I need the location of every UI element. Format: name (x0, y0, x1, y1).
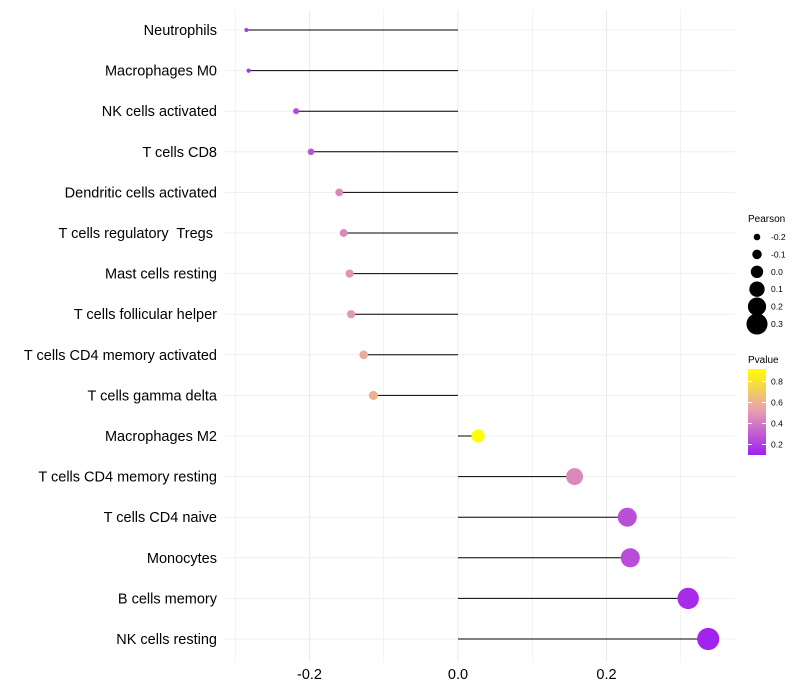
category-labels: Neutrophils Macrophages M0 NK cells activa… (24, 23, 218, 648)
category-label: T cells CD4 memory activated (24, 348, 217, 364)
size-legend-label: 0.1 (771, 284, 783, 294)
pvalue-legend-title: Pvalue (748, 355, 779, 366)
category-label: Dendritic cells activated (65, 185, 217, 201)
category-label: B cells memory (118, 591, 218, 607)
colorbar-tick-label: 0.4 (771, 419, 783, 429)
data-point (345, 269, 354, 278)
size-legend-label: 0.0 (771, 267, 783, 277)
data-point (566, 468, 584, 486)
data-point (697, 627, 720, 651)
pearson-size-legend: Pearson -0.2 -0.1 0.0 0.1 0.2 0.3 (746, 214, 786, 335)
data-point (244, 27, 249, 33)
data-point (293, 108, 300, 115)
colorbar-tick-label: 0.8 (771, 377, 783, 387)
data-point (346, 310, 356, 319)
data-point (620, 548, 640, 568)
data-point (335, 188, 344, 197)
size-legend-key (750, 265, 764, 279)
x-axis-ticks: -0.2 0.0 0.2 (297, 667, 617, 683)
data-point (359, 350, 369, 360)
data-point (617, 507, 637, 527)
data-point (368, 390, 378, 400)
category-label: NK cells activated (102, 104, 217, 120)
data-point (471, 429, 485, 443)
x-tick-label: 0.0 (448, 667, 468, 683)
size-legend-key (753, 233, 761, 241)
category-label: NK cells resting (116, 632, 217, 648)
x-tick-label: 0.2 (596, 667, 616, 683)
size-legend-key (749, 281, 765, 297)
lollipop-points (244, 27, 720, 651)
category-label: T cells follicular helper (74, 307, 217, 323)
category-label: T cells CD4 naive (104, 510, 217, 526)
category-label: T cells gamma delta (88, 388, 218, 404)
size-legend-key (746, 313, 768, 335)
data-point (307, 148, 315, 156)
data-point (246, 68, 251, 73)
category-label: T cells regulatory Tregs (59, 226, 218, 242)
pvalue-colorbar (748, 369, 766, 455)
lollipop-stems (246, 29, 709, 640)
category-label: Monocytes (147, 551, 217, 567)
size-legend-key (752, 249, 762, 260)
category-label: Macrophages M0 (105, 64, 217, 80)
size-legend-label: -0.2 (771, 232, 786, 242)
x-tick-label: -0.2 (297, 667, 322, 683)
size-legend-key (747, 297, 767, 316)
category-label: Neutrophils (144, 23, 217, 39)
grid-lines (225, 10, 735, 662)
size-legend-label: 0.3 (771, 319, 783, 329)
data-point (677, 587, 699, 610)
category-label: Macrophages M2 (105, 429, 217, 445)
pearson-legend-title: Pearson (748, 214, 785, 225)
pvalue-color-legend: Pvalue 0.8 0.6 0.4 0.2 (748, 355, 783, 455)
size-legend-label: -0.1 (771, 249, 786, 259)
category-label: Mast cells resting (105, 267, 217, 283)
size-legend-label: 0.2 (771, 302, 783, 312)
category-label: T cells CD4 memory resting (38, 470, 217, 486)
colorbar-tick-label: 0.6 (771, 398, 783, 408)
category-label: T cells CD8 (142, 145, 217, 161)
colorbar-tick-label: 0.2 (771, 440, 783, 450)
data-point (339, 229, 348, 237)
